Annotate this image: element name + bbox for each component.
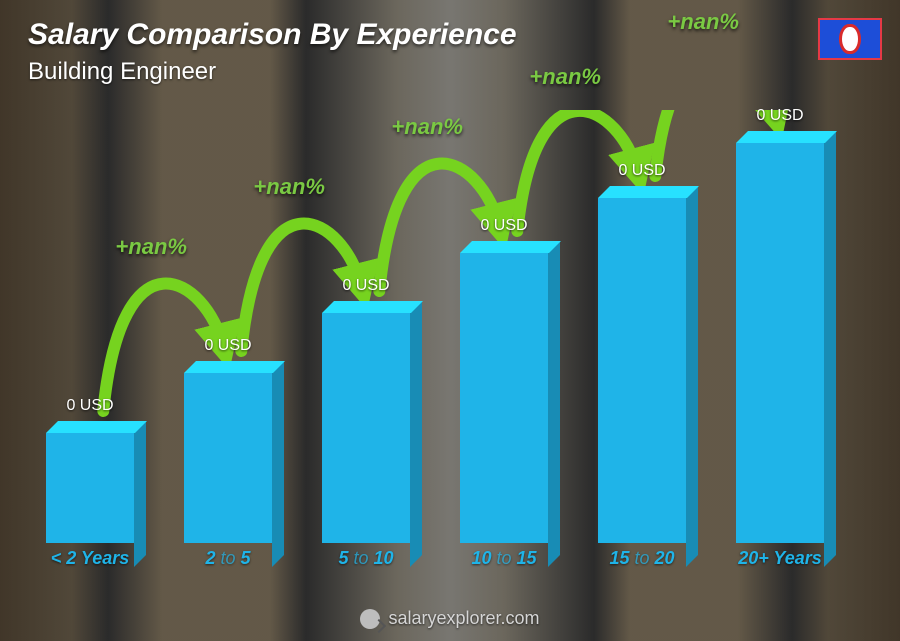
bar-top-face [184, 361, 285, 373]
attribution-text: salaryexplorer.com [388, 608, 539, 629]
bar-front-face [184, 373, 273, 543]
bar-column [460, 241, 549, 543]
bar-front-face [460, 253, 549, 543]
bar-top-face [460, 241, 561, 253]
bar-front-face [322, 313, 411, 543]
bar-column [322, 301, 411, 543]
bar-1: 0 USD [174, 337, 282, 543]
salary-chart: 0 USD 0 USD 0 USD 0 USD 0 USD 0 USD < 2 Years… [30, 110, 840, 569]
bar-4: 0 USD [588, 162, 696, 543]
change-label: +nan% [667, 9, 739, 35]
bar-side-face [410, 301, 422, 567]
bar-top-face [598, 186, 699, 198]
x-tick: 10 to 15 [450, 548, 558, 569]
bar-value-label: 0 USD [480, 217, 527, 235]
bar-2: 0 USD [312, 277, 420, 543]
bar-front-face [598, 198, 687, 543]
bar-value-label: 0 USD [618, 162, 665, 180]
bar-front-face [736, 143, 825, 543]
bar-top-face [46, 421, 147, 433]
attribution: salaryexplorer.com [0, 608, 900, 629]
x-tick: 20+ Years [726, 548, 834, 569]
x-axis: < 2 Years 2 to 5 5 to 10 10 to 15 15 to 20 20… [30, 548, 840, 569]
bar-top-face [322, 301, 423, 313]
bar-5: 0 USD [726, 107, 834, 543]
bar-top-face [736, 131, 837, 143]
change-label: +nan% [115, 234, 187, 260]
x-tick: < 2 Years [36, 548, 144, 569]
bar-container: 0 USD 0 USD 0 USD 0 USD 0 USD 0 USD [30, 110, 840, 543]
page-subtitle: Building Engineer [28, 58, 216, 86]
bar-column [736, 131, 825, 543]
infographic-stage: Salary Comparison By Experience Building… [0, 0, 900, 641]
bar-side-face [548, 241, 560, 567]
bar-column [184, 361, 273, 543]
flag-seal-outer [839, 24, 861, 54]
bar-front-face [46, 433, 135, 543]
bar-value-label: 0 USD [204, 337, 251, 355]
guam-flag-icon [818, 18, 882, 60]
x-tick: 15 to 20 [588, 548, 696, 569]
bar-value-label: 0 USD [66, 397, 113, 415]
magnifier-icon [360, 609, 380, 629]
flag-seal-inner [842, 27, 858, 51]
change-label: +nan% [391, 114, 463, 140]
page-title: Salary Comparison By Experience [28, 18, 517, 52]
change-label: +nan% [253, 174, 325, 200]
bar-column [46, 421, 135, 543]
x-tick: 2 to 5 [174, 548, 282, 569]
bar-0: 0 USD [36, 397, 144, 543]
bar-side-face [134, 421, 146, 567]
bar-column [598, 186, 687, 543]
bar-side-face [272, 361, 284, 567]
bar-value-label: 0 USD [756, 107, 803, 125]
change-label: +nan% [529, 64, 601, 90]
bar-3: 0 USD [450, 217, 558, 543]
bar-side-face [824, 131, 836, 567]
bar-value-label: 0 USD [342, 277, 389, 295]
bar-side-face [686, 186, 698, 567]
x-tick: 5 to 10 [312, 548, 420, 569]
